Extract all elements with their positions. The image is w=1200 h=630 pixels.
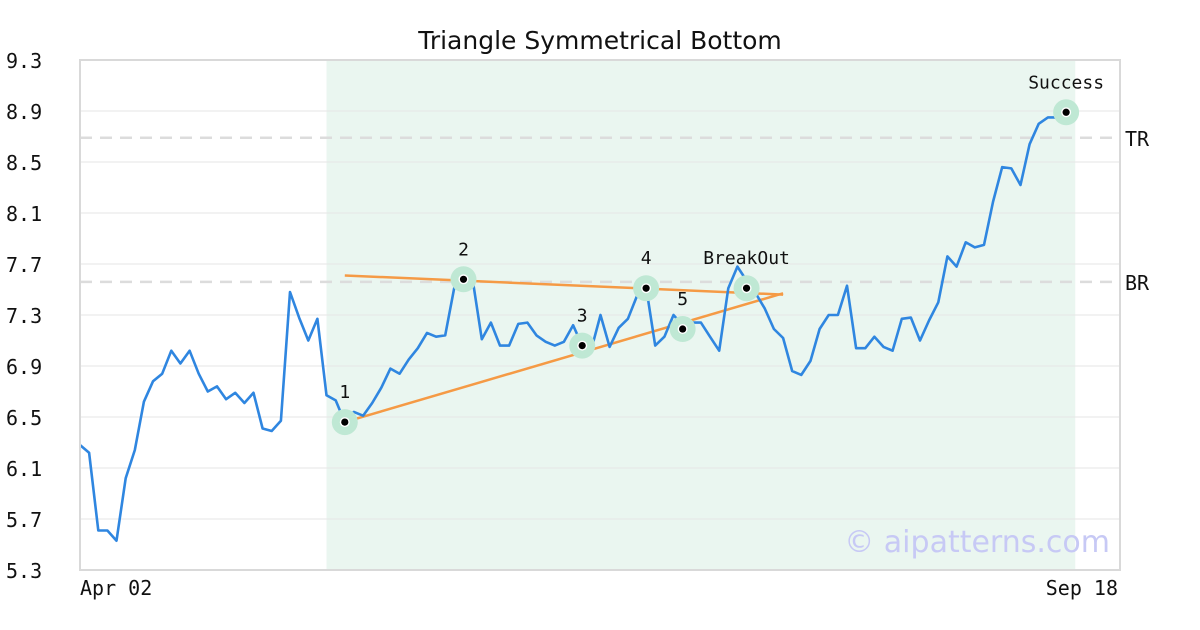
level-label: TR [1125,127,1150,151]
marker-label: 1 [339,382,350,403]
x-tick-label: Apr 02 [80,576,152,600]
y-tick-label: 7.3 [6,304,42,328]
y-tick-label: 9.3 [6,49,42,73]
marker-label: 2 [458,239,469,260]
watermark: © aipatterns.com [844,525,1110,560]
y-tick-label: 5.7 [6,508,42,532]
price-line [79,116,1057,543]
y-tick-label: 8.9 [6,100,42,124]
marker-dot [459,275,468,283]
plot-frame [79,59,1121,571]
y-tick-label: 7.7 [6,253,42,277]
axis-layer: 5.3 5.7 6.1 6.5 6.9 7.3 7.7 8.1 8.5 8.9 9.3 Apr 02 S… [6,49,1121,600]
level-layer: TR BR [80,127,1150,295]
marker-dot [742,284,751,292]
trendline-layer [344,274,784,424]
y-tick-label: 8.5 [6,151,42,175]
marker-label: 4 [641,248,652,269]
y-tick-label: 5.3 [6,559,42,583]
trendline [344,274,784,296]
x-tick-label: Sep 18 [1046,576,1118,600]
marker-layer: 1 2 3 4 5 BreakOut Success [331,72,1104,436]
y-tick-label: 8.1 [6,202,42,226]
marker-dot [679,325,687,333]
marker-label: 5 [677,289,688,310]
marker-dot [642,284,650,292]
marker-dot [341,418,349,426]
trendline [344,292,784,424]
marker-label: 3 [577,306,588,327]
level-label: BR [1125,271,1150,295]
y-tick-label: 6.1 [6,457,42,481]
series-layer [79,116,1057,543]
y-tick-label: 6.5 [6,406,42,430]
marker-label: BreakOut [703,248,790,269]
marker-dot [1062,108,1070,116]
marker-dot [578,342,586,350]
chart-title: Triangle Symmetrical Bottom [417,26,782,55]
y-tick-label: 6.9 [6,355,42,379]
marker-label: Success [1028,72,1104,93]
